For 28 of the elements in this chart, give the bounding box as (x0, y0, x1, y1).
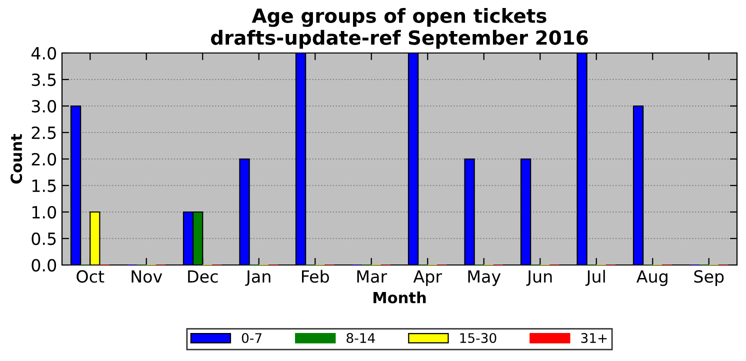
y-tick-label: 1.0 (32, 206, 56, 219)
legend-label: 8-14 (346, 333, 375, 344)
legend-label: 0-7 (242, 333, 262, 344)
x-tick-label: Mar (357, 270, 388, 283)
y-tick-label: 3.5 (32, 73, 56, 86)
y-tick-label: 1.5 (32, 180, 56, 192)
x-tick-label: Jan (245, 270, 270, 286)
x-tick-label: May (468, 270, 501, 286)
x-tick-label: Jun (526, 270, 552, 286)
legend-label: 31+ (581, 333, 607, 344)
x-tick-label: Aug (636, 270, 668, 286)
x-tick-label: Nov (132, 270, 162, 283)
x-tick-label: Jul (585, 270, 605, 286)
legend-label: 15-30 (460, 333, 496, 344)
y-tick-label: 3.0 (32, 100, 56, 113)
x-tick-label: Oct (76, 270, 104, 283)
x-axis-title: Month (374, 292, 426, 304)
y-tick-label: 2.0 (32, 152, 56, 166)
y-axis-title: Count (10, 134, 22, 184)
x-tick-label: Feb (302, 270, 329, 283)
y-tick-label: 0.0 (32, 258, 56, 272)
y-tick-label: 2.5 (32, 126, 56, 140)
x-tick-label: Sep (694, 270, 724, 286)
x-tick-label: Dec (188, 270, 218, 283)
y-tick-label: 0.5 (32, 232, 56, 246)
x-tick-label: Apr (413, 270, 442, 286)
chart-title: Age groups of open tickets drafts-update-ref September 2016 (210, 8, 588, 49)
y-tick-label: 4.0 (31, 46, 56, 60)
